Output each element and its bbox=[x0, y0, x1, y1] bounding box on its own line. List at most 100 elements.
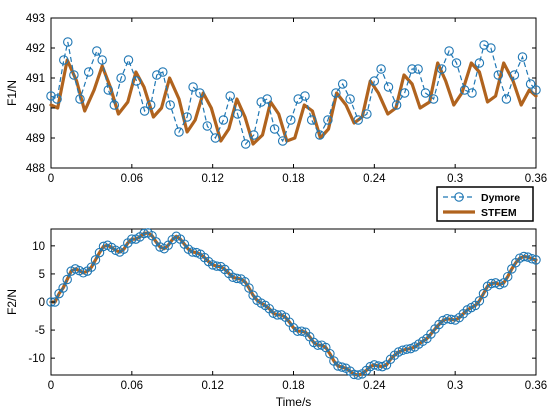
x-tick-label-f2-3: 0.18 bbox=[282, 380, 304, 392]
y-tick-label-f2-2: 0 bbox=[39, 297, 45, 309]
x-tick-label-f2-0: 0 bbox=[48, 380, 54, 392]
point-dymore-f2-3 bbox=[58, 283, 68, 293]
legend-label-dymore: Dymore bbox=[481, 192, 520, 204]
x-tick-label-f1-5: 0.3 bbox=[447, 173, 463, 185]
point-dymore-f1-23 bbox=[202, 121, 213, 131]
point-dymore-f1-19 bbox=[174, 127, 184, 137]
point-dymore-f1-44 bbox=[362, 109, 372, 119]
point-dymore-f1-17 bbox=[158, 67, 168, 77]
point-dymore-f2-46 bbox=[232, 273, 242, 284]
point-dymore-f1-25 bbox=[218, 115, 229, 125]
y-tick-label-f2-3: 5 bbox=[39, 269, 45, 281]
point-dymore-f1-54 bbox=[436, 64, 447, 74]
legend: Dymore STFEM bbox=[436, 186, 534, 222]
point-dymore-f1-14 bbox=[139, 106, 150, 116]
point-dymore-f2-41 bbox=[211, 261, 222, 271]
point-dymore-f1-18 bbox=[165, 100, 175, 110]
point-dymore-f1-64 bbox=[509, 70, 520, 80]
ticks-f1: 0 0.06 0.12 0.18 0.24 0.3 0.36 488 489 490 491 492 4… bbox=[26, 13, 547, 185]
x-tick-label-f2-1: 0.06 bbox=[121, 380, 143, 392]
point-dymore-f1-63 bbox=[501, 94, 512, 104]
y-tick-label-f2-4: 10 bbox=[32, 241, 45, 253]
point-dymore-f1-58 bbox=[467, 88, 477, 98]
series-line-dymore-f1 bbox=[50, 41, 537, 146]
point-dymore-f1-3 bbox=[63, 37, 73, 47]
x-tick-label-f2-4: 0.24 bbox=[363, 380, 386, 392]
x-tick-label-f1-4: 0.24 bbox=[363, 173, 386, 185]
point-dymore-f1-43 bbox=[353, 115, 363, 125]
point-dymore-f1-24 bbox=[210, 133, 221, 143]
point-dymore-f1-47 bbox=[383, 82, 394, 92]
point-dymore-f1-65 bbox=[517, 52, 528, 62]
point-dymore-f1-22 bbox=[195, 88, 205, 98]
point-dymore-f1-32 bbox=[269, 124, 280, 134]
point-dymore-f1-48 bbox=[391, 100, 402, 110]
y-tick-label-f1-2: 490 bbox=[26, 103, 45, 115]
point-dymore-f2-62 bbox=[296, 326, 307, 336]
point-dymore-f1-55 bbox=[444, 46, 454, 56]
point-dymore-f2-4 bbox=[62, 274, 72, 285]
point-dymore-f1-9 bbox=[103, 85, 114, 95]
point-dymore-f1-56 bbox=[451, 58, 462, 68]
x-tick-label-f1-1: 0.06 bbox=[121, 173, 143, 185]
point-dymore-f1-21 bbox=[188, 82, 198, 92]
point-dymore-f2-11 bbox=[90, 255, 101, 265]
series-line-stfem-f1 bbox=[49, 58, 538, 146]
y-axis-label-f1: F1/N bbox=[5, 80, 19, 106]
legend-label-stfem: STFEM bbox=[481, 207, 517, 219]
point-dymore-f1-59 bbox=[474, 58, 485, 68]
point-dymore-f1-7 bbox=[92, 46, 102, 56]
x-tick-label-f2-5: 0.3 bbox=[447, 380, 463, 392]
point-dymore-f1-51 bbox=[413, 64, 423, 74]
point-dymore-f1-62 bbox=[493, 70, 504, 80]
point-dymore-f1-31 bbox=[262, 94, 272, 104]
point-dymore-f1-27 bbox=[232, 109, 243, 119]
point-dymore-f1-46 bbox=[376, 64, 386, 74]
legend-box bbox=[436, 186, 534, 222]
point-dymore-f2-106 bbox=[474, 296, 485, 306]
point-dymore-f2-107 bbox=[478, 288, 489, 299]
point-dymore-f2-69 bbox=[325, 348, 335, 359]
point-dymore-f1-52 bbox=[420, 88, 431, 98]
x-tick-label-f1-2: 0.12 bbox=[201, 173, 223, 185]
series-layer-f1 bbox=[46, 37, 541, 149]
point-dymore-f2-49 bbox=[244, 283, 254, 293]
series-layer-f2 bbox=[46, 228, 541, 380]
y-tick-label-f1-0: 488 bbox=[26, 163, 45, 175]
point-dymore-f1-4 bbox=[69, 70, 79, 80]
panel-f2: 0 0.06 0.12 0.18 0.24 0.3 0.36 -10 -5 0 5 10 F2/N T… bbox=[5, 228, 547, 409]
point-dymore-f1-42 bbox=[345, 94, 355, 104]
x-tick-label-f1-3: 0.18 bbox=[282, 173, 304, 185]
point-dymore-f1-36 bbox=[300, 91, 310, 101]
point-dymore-f1-34 bbox=[286, 115, 296, 125]
point-dymore-f1-30 bbox=[256, 97, 266, 107]
point-dymore-f1-11 bbox=[116, 73, 126, 83]
panel-f1: 0 0.06 0.12 0.18 0.24 0.3 0.36 488 489 490 491 492 4… bbox=[5, 13, 547, 185]
point-dymore-f1-67 bbox=[531, 85, 541, 95]
point-dymore-f1-20 bbox=[182, 112, 192, 122]
y-tick-label-f1-3: 491 bbox=[26, 73, 45, 85]
y-tick-label-f1-5: 493 bbox=[26, 13, 45, 25]
point-dymore-f2-1 bbox=[50, 297, 60, 307]
y-tick-label-f1-4: 492 bbox=[26, 43, 45, 55]
point-dymore-f1-15 bbox=[145, 100, 156, 110]
point-dymore-f2-89 bbox=[405, 343, 416, 354]
point-dymore-f1-16 bbox=[152, 70, 162, 80]
point-dymore-f1-61 bbox=[486, 43, 496, 53]
point-dymore-f1-10 bbox=[109, 100, 120, 110]
point-dymore-f1-38 bbox=[315, 130, 325, 140]
x-tick-label-f1-0: 0 bbox=[48, 173, 54, 185]
point-dymore-f1-50 bbox=[407, 64, 417, 74]
point-dymore-f2-10 bbox=[86, 262, 97, 272]
point-dymore-f2-120 bbox=[531, 255, 541, 265]
y-tick-label-f1-1: 489 bbox=[26, 133, 45, 145]
y-axis-label-f2: F2/N bbox=[5, 289, 19, 315]
point-dymore-f1-1 bbox=[52, 94, 62, 104]
point-dymore-f2-0 bbox=[46, 297, 56, 307]
point-dymore-f1-39 bbox=[323, 115, 333, 125]
point-dymore-f2-8 bbox=[78, 268, 89, 278]
x-tick-label-f2-6: 0.36 bbox=[525, 380, 547, 392]
point-dymore-f2-72 bbox=[337, 362, 347, 372]
point-dymore-f2-111 bbox=[494, 279, 505, 290]
point-dymore-f1-6 bbox=[83, 67, 94, 77]
